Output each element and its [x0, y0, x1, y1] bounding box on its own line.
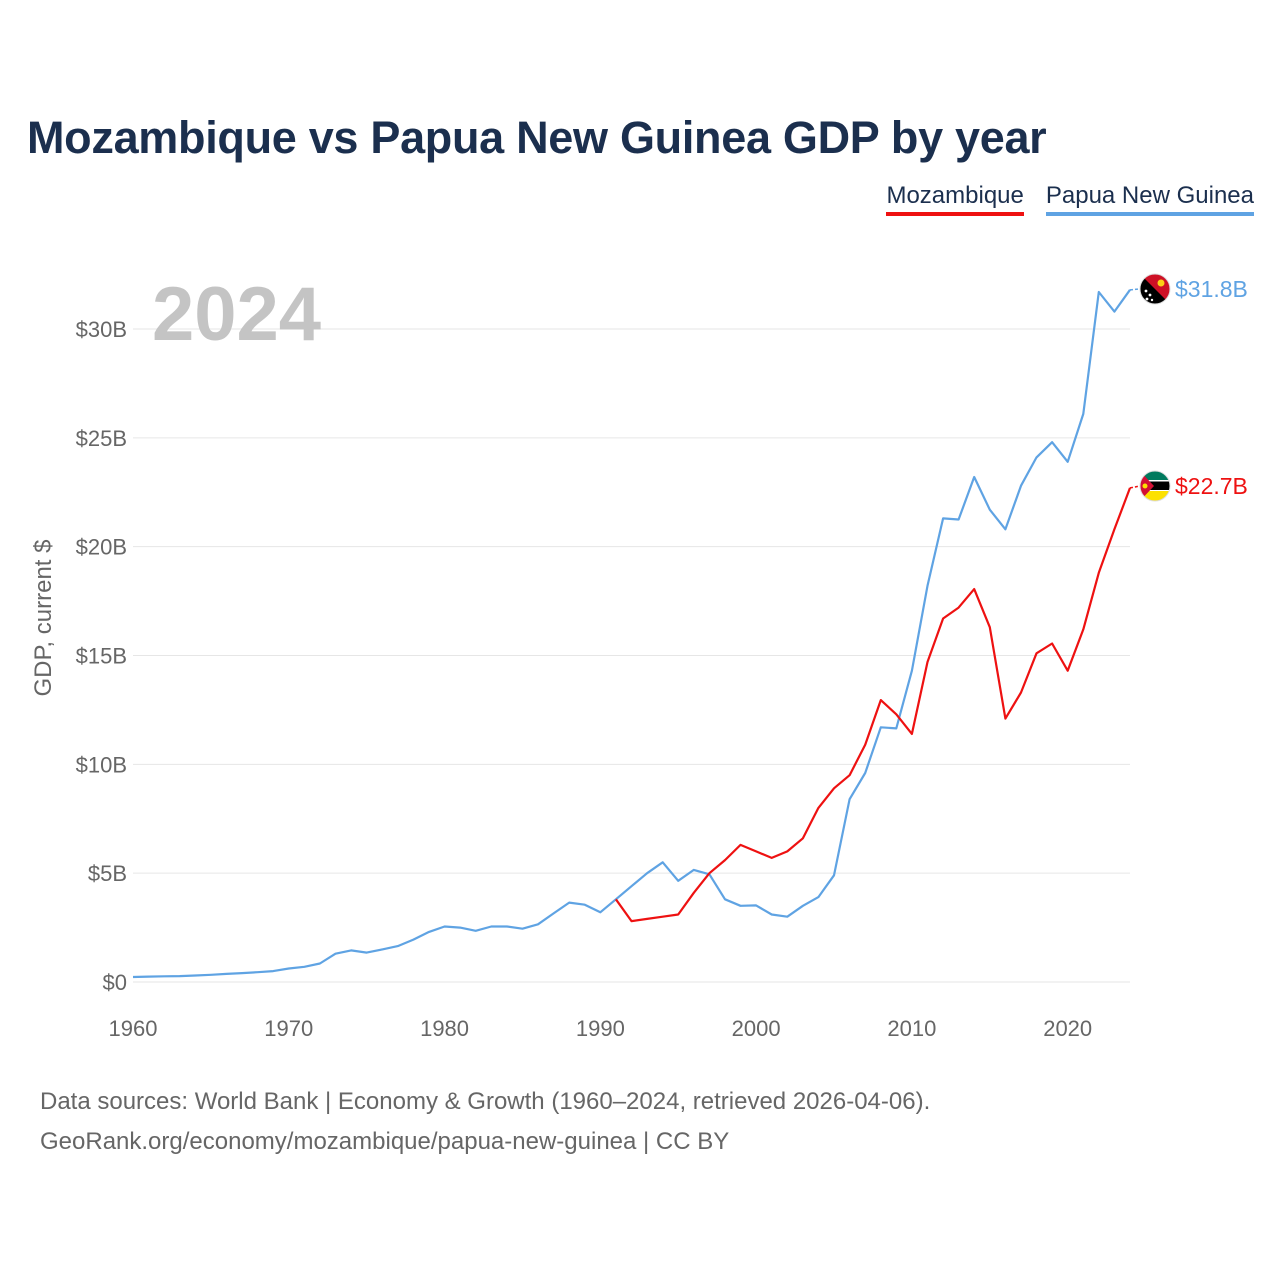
source-link[interactable]: GeoRank.org/economy/mozambique/papua-new… [40, 1128, 730, 1155]
y-tick-label: $0 [103, 970, 127, 995]
x-tick-label: 1960 [109, 1016, 158, 1041]
x-tick-label: 1980 [420, 1016, 469, 1041]
y-tick-label: $25B [76, 426, 127, 451]
x-tick-label: 2020 [1043, 1016, 1092, 1041]
x-axis: 1960 1970 1980 1990 2000 2010 2020 [109, 1016, 1093, 1041]
data-sources: Data sources: World Bank | Economy & Gro… [40, 1088, 931, 1115]
y-tick-label: $5B [88, 861, 127, 886]
flag-mozambique-icon [1139, 470, 1171, 502]
end-value-label-mozambique: $22.7B [1175, 473, 1248, 499]
gridlines [133, 328, 1130, 983]
legend: Mozambique Papua New Guinea [886, 182, 1254, 216]
y-axis: $0 $5B $10B $15B $20B $25B $30B [76, 317, 127, 995]
chart-title: Mozambique vs Papua New Guinea GDP by ye… [27, 112, 1047, 163]
y-tick-label: $15B [76, 644, 127, 669]
flag-papua-new-guinea-icon [1139, 273, 1171, 305]
end-connector-papua-new-guinea [1129, 288, 1141, 291]
x-tick-label: 2010 [887, 1016, 936, 1041]
legend-item-mozambique[interactable]: Mozambique [886, 182, 1024, 216]
series: $31.8B $22.7B [132, 276, 1248, 979]
x-tick-label: 1990 [576, 1016, 625, 1041]
series-line-papua-new-guinea [132, 289, 1131, 979]
year-watermark: 2024 [152, 272, 321, 357]
legend-item-papua-new-guinea[interactable]: Papua New Guinea [1045, 182, 1254, 216]
end-connector-mozambique [1129, 485, 1141, 489]
y-tick-label: $30B [76, 317, 127, 342]
footer: Data sources: World Bank | Economy & Gro… [40, 1082, 930, 1162]
y-tick-label: $10B [76, 752, 127, 777]
x-tick-label: 1970 [264, 1016, 313, 1041]
y-tick-label: $20B [76, 535, 127, 560]
series-line-mozambique [615, 487, 1132, 923]
y-axis-label: GDP, current $ [30, 540, 57, 697]
end-value-label-papua-new-guinea: $31.8B [1175, 276, 1248, 302]
x-tick-label: 2000 [732, 1016, 781, 1041]
